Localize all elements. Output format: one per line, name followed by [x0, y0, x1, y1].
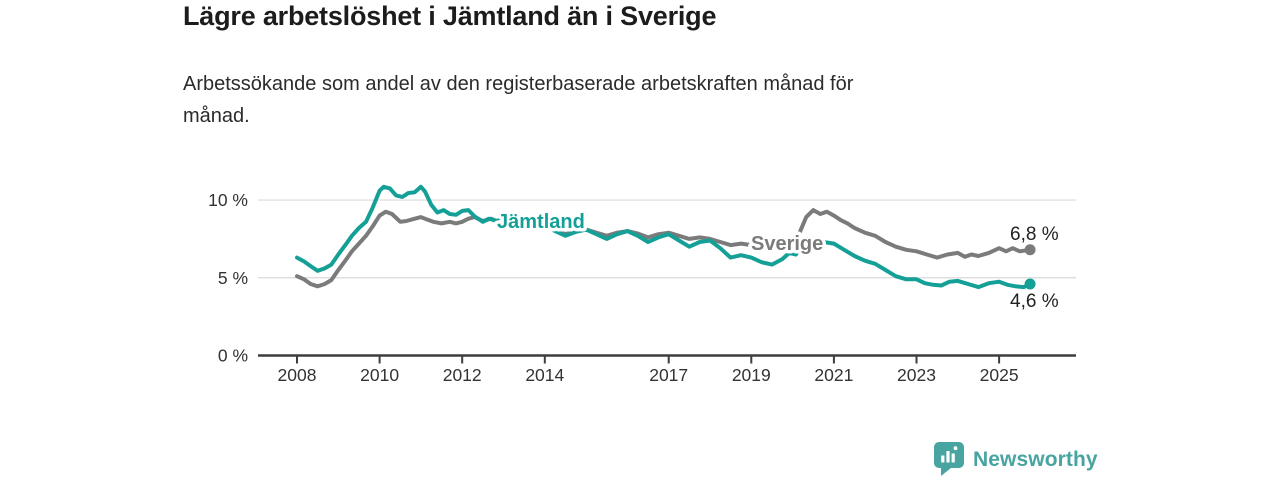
newsworthy-logo: Newsworthy	[934, 442, 1098, 477]
x-tick-label-2021: 2021	[814, 365, 853, 385]
chart-subtitle: Arbetssökande som andel av den registerb…	[183, 68, 853, 132]
series-line-Jämtland	[295, 184, 1033, 290]
end-value-label-Sverige: 6,8 %	[1010, 224, 1059, 245]
x-tick-label-2010: 2010	[360, 365, 399, 385]
chart-subtitle-line2: månad.	[183, 105, 250, 127]
series-label-Sverige: Sverige	[751, 233, 823, 255]
x-tick-label-2019: 2019	[732, 365, 771, 385]
x-tick-label-2014: 2014	[525, 365, 564, 385]
chart-subtitle-line1: Arbetssökande som andel av den registerb…	[183, 73, 854, 95]
series-line-Sverige	[295, 208, 1033, 289]
y-tick-label-10: 10 %	[208, 190, 248, 210]
end-value-label-Jämtland: 4,6 %	[1010, 291, 1059, 312]
x-tick-label-2025: 2025	[980, 365, 1019, 385]
bar-chart-speech-bubble-icon	[934, 442, 964, 476]
x-tick-label-2017: 2017	[649, 365, 688, 385]
end-dot-Sverige	[1024, 244, 1036, 256]
page-title: Lägre arbetslöshet i Jämtland än i Sveri…	[183, 1, 717, 31]
y-tick-label-5: 5 %	[218, 268, 248, 288]
x-tick-label-2008: 2008	[278, 365, 317, 385]
y-tick-label-0: 0 %	[218, 346, 248, 366]
x-tick-label-2012: 2012	[443, 365, 482, 385]
series-label-Jämtland: Jämtland	[497, 211, 585, 233]
end-dot-Jämtland	[1024, 278, 1036, 290]
x-tick-label-2023: 2023	[897, 365, 936, 385]
brand-name: Newsworthy	[973, 447, 1098, 471]
